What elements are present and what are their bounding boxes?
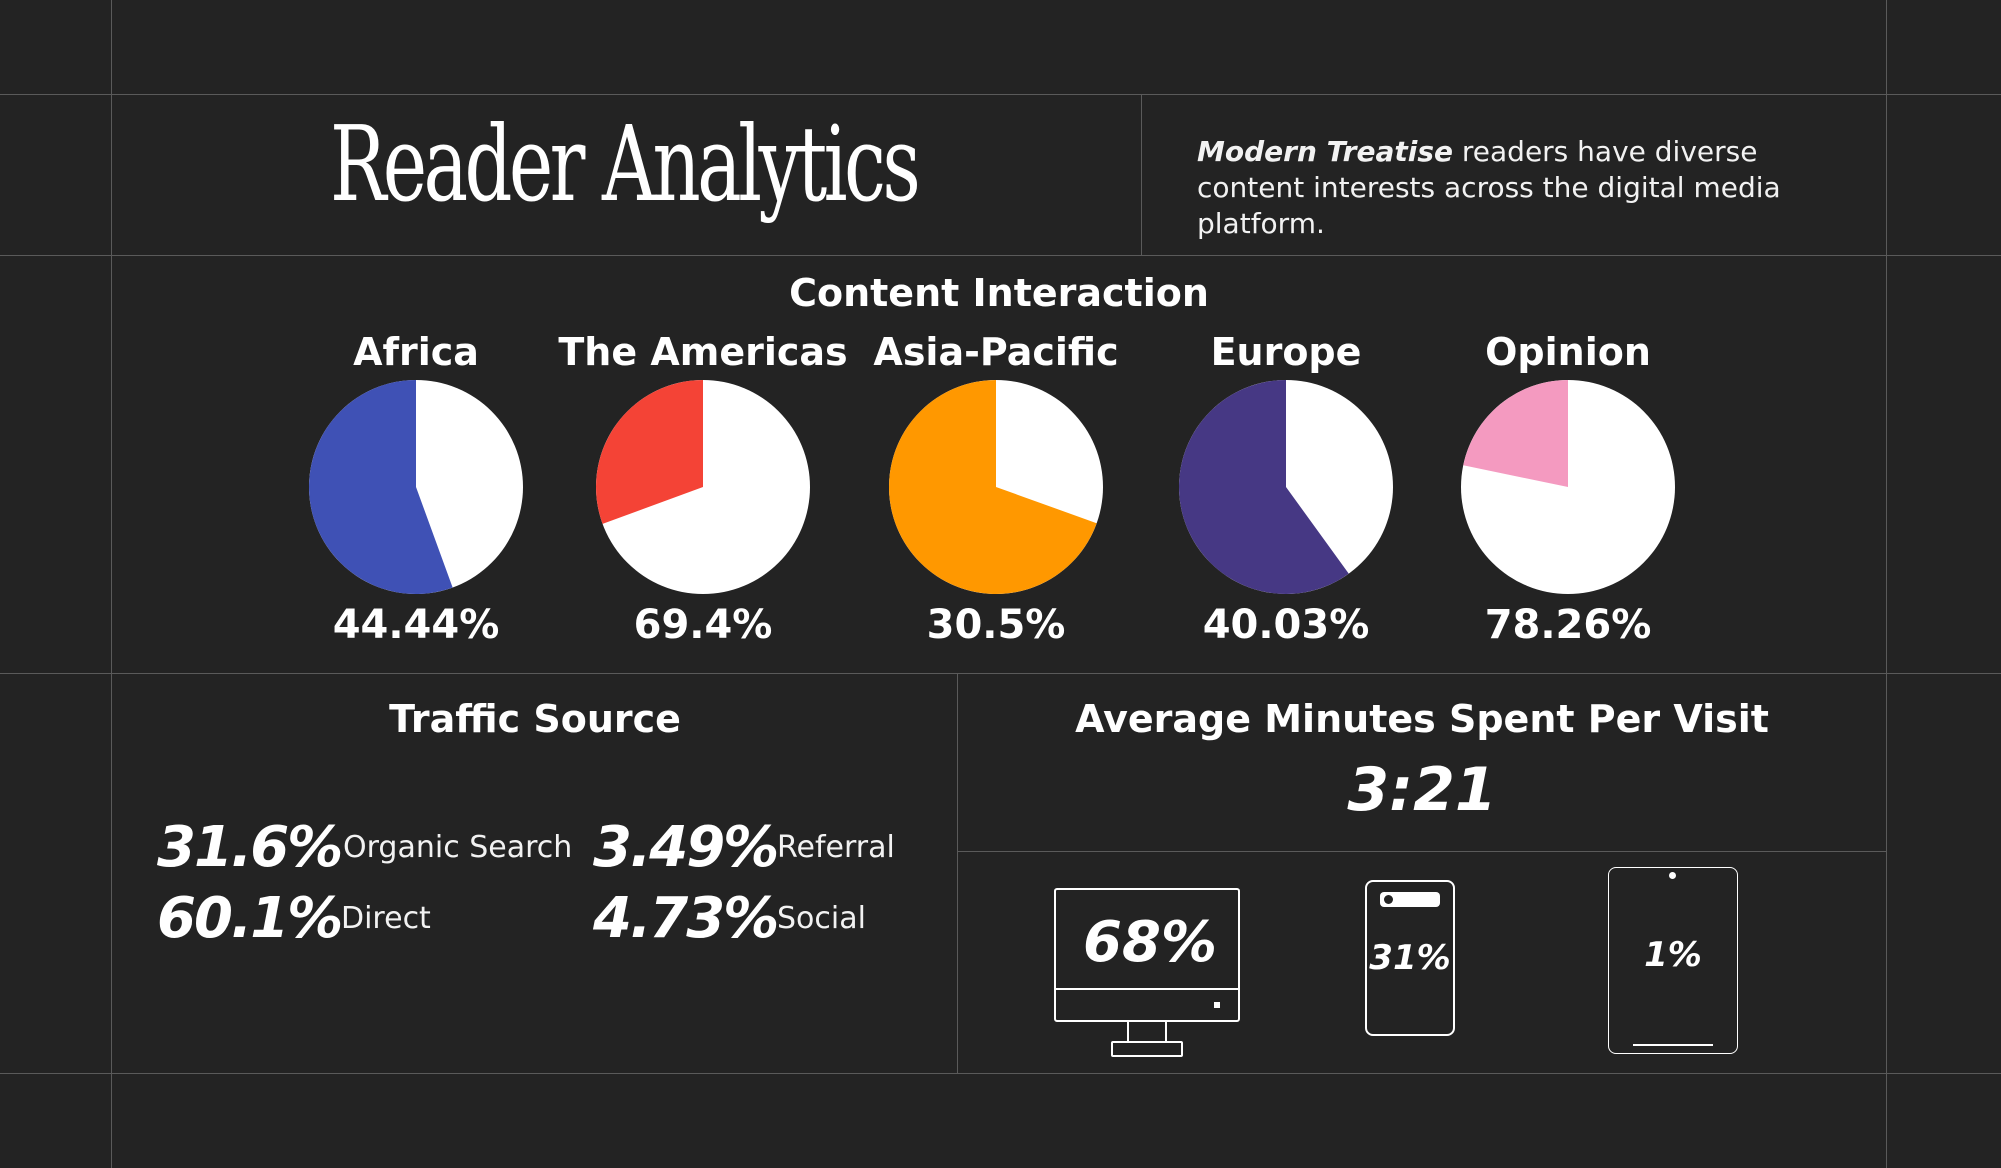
pie-value-europe: 40.03% <box>1202 602 1370 648</box>
organic-search-label: Organic Search <box>343 830 573 865</box>
referral-value: 3.49% <box>593 815 779 880</box>
social-label: Social <box>777 901 866 936</box>
pie-value-asia-pacific: 30.5% <box>926 602 1066 648</box>
social-value: 4.73% <box>593 886 779 951</box>
pie-label-africa: Africa <box>353 330 479 374</box>
pie-slice-opinion <box>1463 380 1568 487</box>
direct-value: 60.1% <box>157 886 343 951</box>
intro-rest: readers have diverse content interests a… <box>1197 135 1781 240</box>
grid-line <box>957 851 1886 852</box>
pie-slice-europe <box>1178 380 1349 594</box>
traffic-source-title: Traffic Source <box>389 697 681 741</box>
pie-value-africa: 44.44% <box>332 602 500 648</box>
pie-slice-africa <box>309 380 453 594</box>
pie-slice-asia-pacific <box>888 380 1097 594</box>
grid-line <box>1141 94 1142 255</box>
content-interaction-title: Content Interaction <box>789 271 1209 315</box>
grid-line <box>1886 0 1887 1168</box>
direct-label: Direct <box>341 901 431 936</box>
referral-label: Referral <box>777 830 895 865</box>
phone-value: 31% <box>1369 938 1451 978</box>
pie-value-opinion: 78.26% <box>1484 602 1652 648</box>
grid-line <box>0 673 2001 674</box>
grid-line <box>111 0 112 1168</box>
grid-line <box>0 1073 2001 1074</box>
avg-minutes-value: 3:21 <box>1347 755 1497 825</box>
tablet-value: 1% <box>1644 935 1702 975</box>
publication-name: Modern Treatise <box>1197 135 1453 168</box>
pie-label-asia-pacific: Asia-Pacific <box>873 330 1119 374</box>
desktop-value: 68% <box>1082 910 1218 975</box>
pie-label-europe: Europe <box>1210 330 1362 374</box>
page-title: Reader Analytics <box>330 103 921 225</box>
pie-label-opinion: Opinion <box>1485 330 1651 374</box>
grid-line <box>957 673 958 1073</box>
pie-slice-the-americas <box>596 380 703 524</box>
intro-text: Modern Treatise readers have diverse con… <box>1197 134 1857 242</box>
avg-minutes-title: Average Minutes Spent Per Visit <box>1075 697 1769 741</box>
grid-line <box>0 255 2001 256</box>
organic-search-value: 31.6% <box>157 815 343 880</box>
grid-line <box>0 94 2001 95</box>
pie-value-the-americas: 69.4% <box>633 602 773 648</box>
pie-label-the-americas: The Americas <box>558 330 848 374</box>
